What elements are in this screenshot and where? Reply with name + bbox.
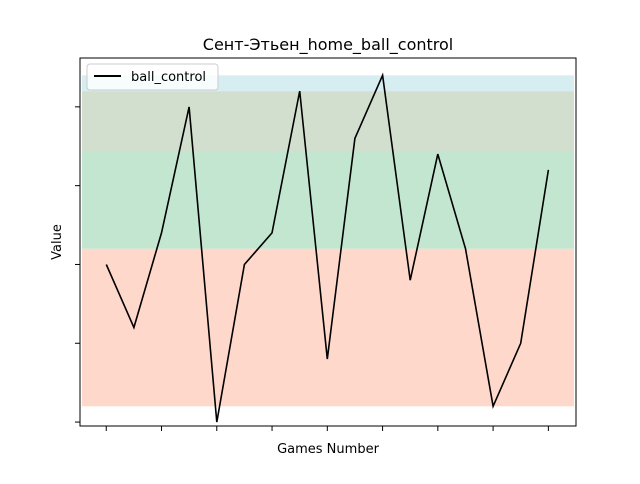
band-0: [82, 249, 574, 407]
band-2: [82, 91, 574, 151]
legend: ball_control: [87, 64, 218, 90]
legend-label-ball-control: ball_control: [131, 70, 206, 85]
x-axis-label: Games Number: [277, 442, 379, 457]
y-axis-label: Value: [50, 224, 65, 260]
x-axis-ticks: [106, 426, 548, 431]
band-1: [82, 151, 574, 249]
y-axis-ticks: [75, 107, 80, 422]
chart-title: Сент-Этьен_home_ball_control: [203, 35, 453, 55]
